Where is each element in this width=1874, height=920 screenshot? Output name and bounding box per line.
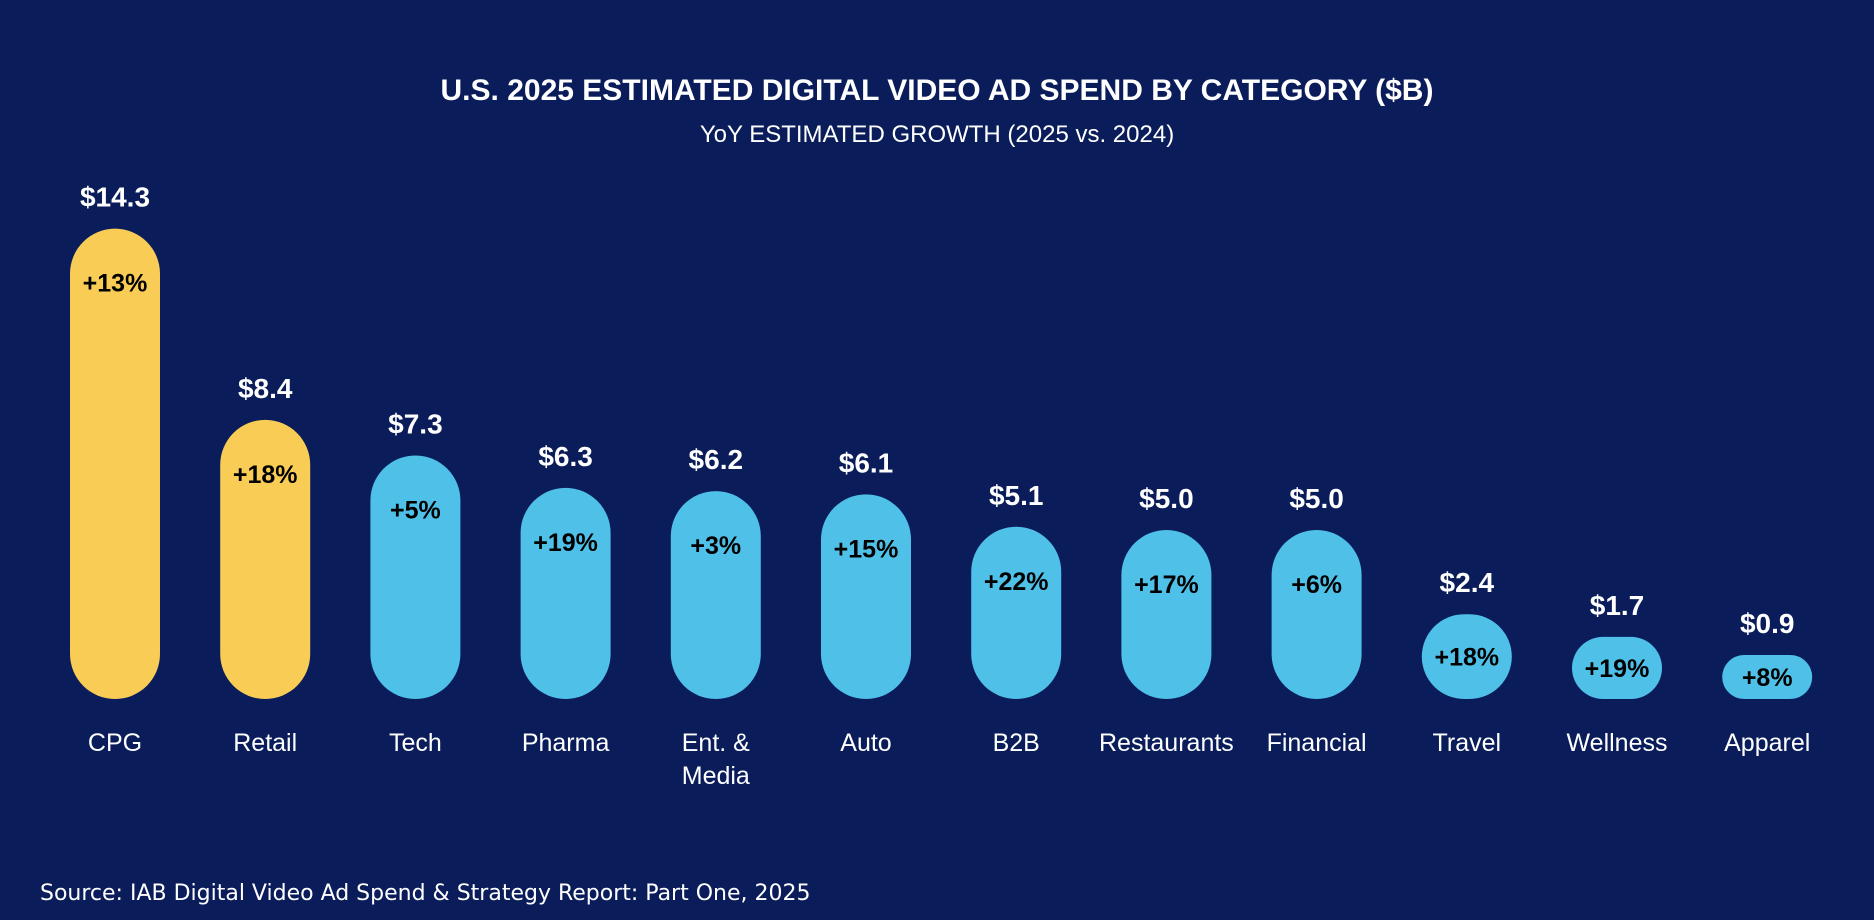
category-label: Auto	[840, 729, 891, 757]
category-label: Pharma	[522, 729, 610, 757]
bar-4	[670, 491, 761, 699]
category-label: B2B	[993, 729, 1040, 757]
growth-label: +17%	[1134, 571, 1199, 599]
category-label: Wellness	[1567, 729, 1668, 757]
category-label: Travel	[1433, 729, 1502, 757]
category-label: Apparel	[1724, 729, 1810, 757]
category-label: Financial	[1267, 729, 1367, 757]
value-label: $5.1	[989, 480, 1044, 511]
value-label: $8.4	[238, 373, 293, 404]
bar-6	[971, 526, 1062, 699]
bar-1	[220, 419, 311, 699]
value-label: $5.0	[1139, 483, 1194, 514]
value-label: $7.3	[388, 408, 443, 439]
category-label: Tech	[389, 729, 442, 757]
bar-11	[1722, 655, 1813, 699]
value-label: $0.9	[1740, 608, 1795, 639]
bar-8	[1271, 530, 1362, 699]
bar-9	[1421, 614, 1512, 699]
chart-title: U.S. 2025 ESTIMATED DIGITAL VIDEO AD SPE…	[441, 74, 1434, 107]
growth-label: +22%	[984, 568, 1049, 596]
value-label: $6.2	[689, 444, 744, 475]
bar-7	[1121, 530, 1212, 699]
value-label: $6.3	[538, 441, 593, 472]
bar-0	[70, 228, 160, 699]
growth-label: +13%	[83, 270, 148, 298]
value-label: $14.3	[80, 182, 150, 213]
growth-label: +19%	[533, 529, 598, 557]
growth-label: +15%	[834, 535, 899, 563]
category-label: Retail	[233, 729, 297, 757]
value-label: $5.0	[1289, 483, 1344, 514]
growth-label: +6%	[1291, 571, 1342, 599]
value-label: $1.7	[1590, 590, 1645, 621]
growth-label: +8%	[1742, 664, 1793, 692]
growth-label: +5%	[390, 496, 441, 524]
bar-10	[1572, 636, 1662, 699]
category-label: Ent. & Media	[682, 729, 750, 790]
bar-5	[821, 494, 911, 699]
source-note: Source: IAB Digital Video Ad Spend & Str…	[40, 881, 810, 906]
growth-label: +3%	[690, 532, 741, 560]
growth-label: +19%	[1585, 655, 1650, 683]
value-label: $2.4	[1440, 567, 1495, 598]
category-label: CPG	[88, 729, 142, 757]
growth-label: +18%	[233, 461, 298, 489]
category-label: Restaurants	[1099, 729, 1234, 757]
growth-label: +18%	[1434, 644, 1499, 672]
chart-subtitle: YoY ESTIMATED GROWTH (2025 vs. 2024)	[700, 121, 1174, 148]
value-label: $6.1	[839, 447, 894, 478]
bar-3	[520, 487, 611, 699]
bar-2	[370, 455, 461, 699]
